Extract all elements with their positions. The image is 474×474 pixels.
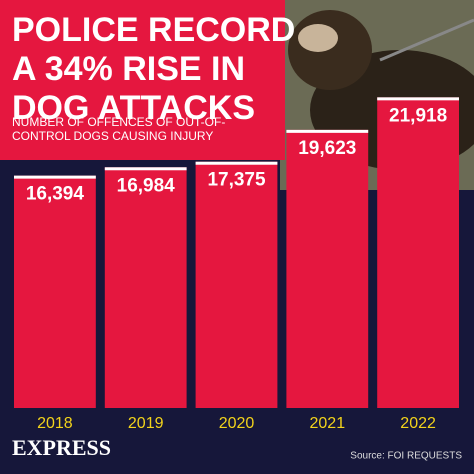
bar (104, 167, 187, 408)
bar (286, 129, 369, 409)
x-tick-label: 2020 (219, 415, 255, 432)
value-label: 19,623 (298, 138, 356, 159)
x-tick-label: 2021 (310, 415, 346, 432)
chart-title: POLICE RECORD (12, 11, 295, 49)
value-label: 16,984 (117, 175, 176, 196)
chart-subtitle: NUMBER OF OFFENCES OF OUT-OF- (12, 115, 225, 129)
bar-cap (286, 129, 369, 133)
chart-title: A 34% RISE IN (12, 50, 245, 88)
title-panel (0, 0, 285, 160)
bar-cap (377, 97, 459, 101)
bar (195, 161, 278, 408)
x-tick-label: 2022 (400, 415, 436, 432)
brand: EXPRESS (12, 435, 111, 460)
bar-cap (14, 175, 96, 179)
value-label: 21,918 (389, 105, 447, 126)
bar-cap (195, 161, 278, 165)
value-label: 17,375 (207, 170, 266, 191)
chart-subtitle: CONTROL DOGS CAUSING INJURY (12, 129, 213, 143)
value-label: 16,394 (26, 184, 85, 205)
x-tick-label: 2018 (37, 415, 73, 432)
source: Source: FOI REQUESTS (350, 451, 462, 462)
chart-title: DOG ATTACKS (12, 89, 255, 127)
bar (377, 97, 459, 408)
bar (14, 175, 96, 408)
x-tick-label: 2019 (128, 415, 164, 432)
bar-cap (104, 167, 187, 171)
